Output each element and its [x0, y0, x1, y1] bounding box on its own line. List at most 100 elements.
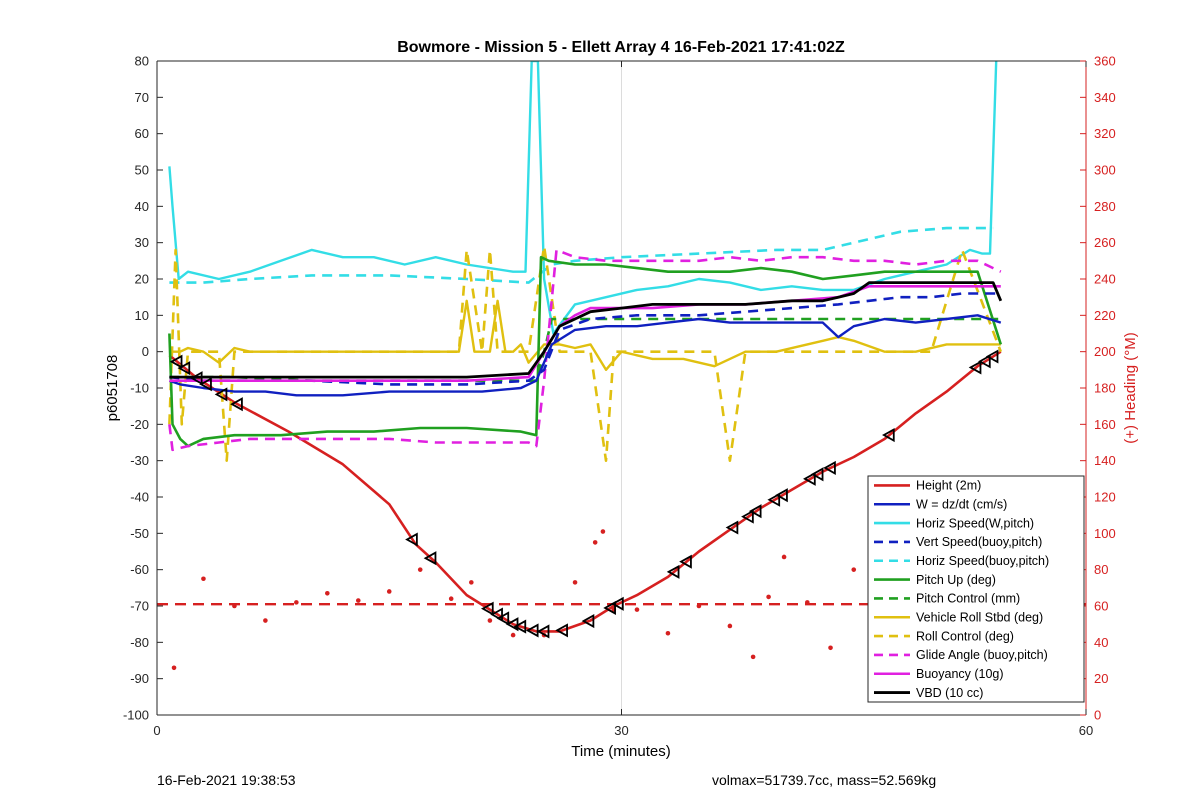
height-marker: [775, 488, 788, 503]
legend-label: Horiz Speed(buoy,pitch): [916, 554, 1049, 568]
legend-label: W = dz/dt (cm/s): [916, 498, 1007, 512]
y2-tick-label: 260: [1094, 235, 1116, 250]
chart-title: Bowmore - Mission 5 - Ellett Array 4 16-…: [397, 39, 845, 56]
y2-tick-label: 300: [1094, 163, 1116, 178]
heading-point: [386, 589, 392, 594]
y-tick-label: -40: [130, 490, 149, 505]
height-marker: [603, 600, 616, 615]
footer-timestamp: 16-Feb-2021 19:38:53: [157, 772, 296, 788]
height-marker: [199, 377, 212, 392]
heading-point: [325, 590, 330, 596]
x-tick-label: 0: [153, 723, 160, 738]
y-tick-label: 80: [135, 54, 149, 69]
heading-point: [781, 554, 787, 560]
series-line-2: [168, 61, 998, 335]
heading-point: [510, 632, 516, 638]
heading-point: [487, 618, 493, 623]
heading-point: [232, 603, 237, 609]
height-marker: [968, 360, 982, 375]
height-marker: [405, 532, 418, 547]
y2-axis-label: (+) Heading (°M): [1122, 332, 1139, 443]
y2-tick-label: 100: [1094, 526, 1116, 541]
legend-label: VBD (10 cc): [916, 686, 983, 700]
y-tick-label: -90: [130, 671, 149, 686]
height-marker: [505, 617, 519, 632]
height-marker: [525, 623, 539, 638]
height-marker: [189, 371, 203, 386]
height-marker: [496, 611, 510, 626]
series-line-8: [168, 245, 1003, 463]
series-line-5: [168, 255, 1003, 448]
y-tick-label: -60: [130, 562, 149, 577]
heading-point: [171, 665, 177, 671]
y2-tick-label: 40: [1094, 635, 1108, 650]
heading-point: [201, 576, 206, 582]
y2-tick-label: 0: [1094, 708, 1101, 723]
y2-tick-label: 160: [1094, 417, 1116, 432]
height-marker: [513, 619, 527, 634]
y2-tick-label: 20: [1094, 671, 1108, 686]
y2-tick-label: 60: [1094, 599, 1108, 614]
height-marker: [169, 354, 183, 369]
series-line-1: [169, 314, 1002, 397]
x-axis-label: Time (minutes): [571, 743, 670, 760]
height-marker: [555, 623, 568, 638]
height-marker: [810, 467, 824, 482]
y2-tick-label: 120: [1094, 490, 1116, 505]
legend-label: Horiz Speed(W,pitch): [916, 516, 1034, 530]
x-tick-label: 30: [614, 723, 628, 738]
heading-point: [805, 600, 810, 605]
y-tick-label: 40: [135, 199, 149, 214]
heading-point: [600, 529, 606, 534]
heading-point: [634, 607, 640, 612]
y2-tick-label: 140: [1094, 453, 1116, 468]
height-marker: [978, 354, 991, 369]
heading-point: [696, 603, 702, 609]
heading-point: [469, 580, 474, 585]
legend-box: [867, 475, 1085, 703]
y2-tick-label: 360: [1094, 54, 1116, 69]
height-marker: [230, 397, 243, 412]
heading-point: [592, 540, 598, 545]
height-marker: [666, 564, 680, 579]
heading-point: [665, 630, 671, 636]
heading-point: [417, 567, 423, 572]
y-tick-label: 50: [135, 163, 149, 178]
series-line-11: [169, 281, 1003, 379]
x-tick-label: 60: [1079, 723, 1093, 738]
legend-label: Glide Angle (buoy,pitch): [916, 648, 1048, 662]
height-marker: [882, 428, 895, 443]
height-marker: [985, 349, 999, 364]
y-tick-label: 70: [135, 90, 149, 105]
heading-point: [828, 645, 833, 651]
height-marker: [423, 551, 437, 566]
heading-point: [727, 623, 733, 629]
legend: Height (2m) W = dz/dt (cm/s) Horiz Speed(W…: [867, 475, 1085, 703]
footer-volmax-mass: volmax=51739.7cc, mass=52.569kg: [712, 772, 937, 788]
y2-tick-label: 80: [1094, 562, 1108, 577]
height-marker: [581, 614, 595, 629]
y2-tick-label: 340: [1094, 90, 1116, 105]
height-marker: [823, 460, 836, 475]
y-tick-label: 20: [135, 272, 149, 287]
height-marker: [480, 601, 494, 616]
legend-label: Pitch Control (mm): [916, 592, 1020, 606]
legend-label: Pitch Up (deg): [916, 573, 996, 587]
legend-label: Height (2m): [916, 479, 981, 493]
height-marker: [741, 509, 754, 524]
y2-tick-label: 280: [1094, 199, 1116, 214]
heading-point: [448, 596, 454, 602]
heading-point: [766, 594, 771, 600]
height-marker: [177, 361, 191, 376]
series-line-0: [168, 350, 1002, 633]
series-line-7: [169, 299, 1001, 371]
y-tick-label: -100: [123, 708, 149, 723]
heading-point: [851, 567, 857, 572]
height-marker: [725, 520, 739, 535]
y-tick-label: -80: [130, 635, 149, 650]
heading-point: [294, 600, 299, 605]
height-marker: [767, 492, 781, 507]
height-marker: [536, 624, 550, 639]
y2-tick-label: 220: [1094, 308, 1116, 323]
